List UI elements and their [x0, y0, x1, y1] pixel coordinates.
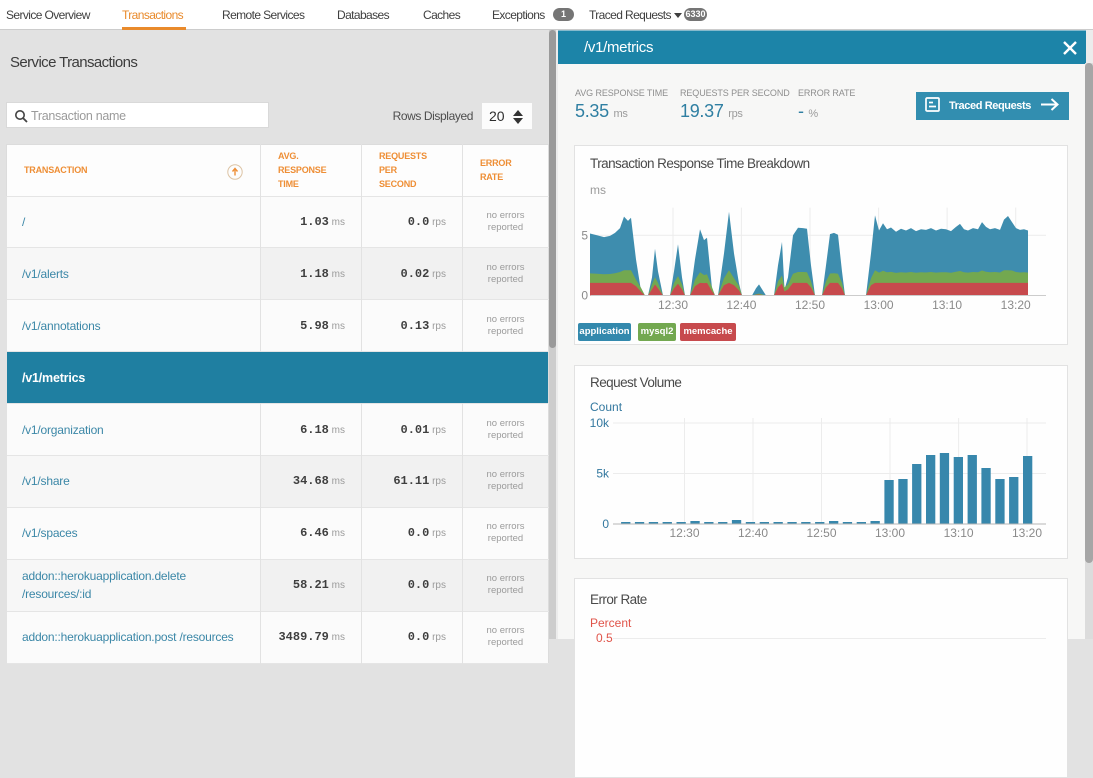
svg-text:12:30: 12:30 — [658, 298, 688, 312]
svg-text:12:30: 12:30 — [669, 526, 699, 540]
svg-text:13:00: 13:00 — [864, 298, 894, 312]
svg-text:12:50: 12:50 — [806, 526, 836, 540]
svg-text:5: 5 — [581, 228, 588, 242]
svg-text:13:10: 13:10 — [944, 526, 974, 540]
svg-text:5k: 5k — [596, 467, 610, 481]
svg-text:0: 0 — [602, 517, 609, 531]
svg-text:13:10: 13:10 — [932, 298, 962, 312]
svg-text:12:40: 12:40 — [738, 526, 768, 540]
svg-text:12:40: 12:40 — [726, 298, 756, 312]
svg-text:0: 0 — [581, 289, 588, 303]
svg-text:13:00: 13:00 — [875, 526, 905, 540]
svg-text:12:50: 12:50 — [795, 298, 825, 312]
svg-text:13:20: 13:20 — [1012, 526, 1042, 540]
svg-text:13:20: 13:20 — [1001, 298, 1031, 312]
svg-text:10k: 10k — [590, 416, 610, 430]
